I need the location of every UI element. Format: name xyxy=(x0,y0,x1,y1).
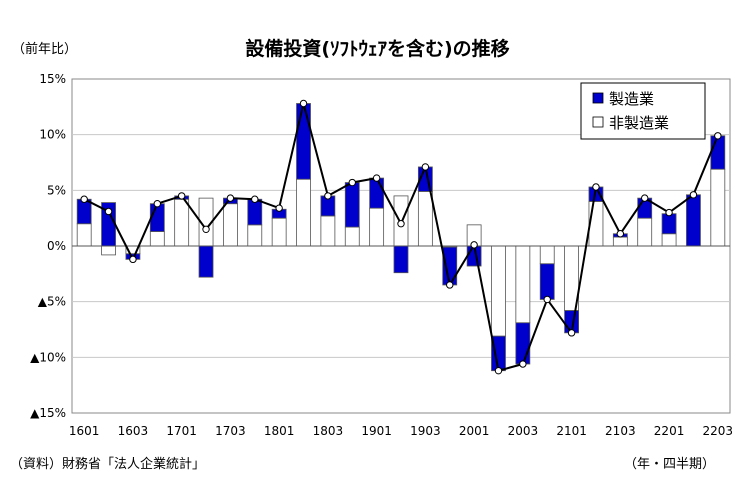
bar-nonmanufacturing xyxy=(101,245,116,256)
x-tick-label: 1901 xyxy=(361,424,392,438)
bar-nonmanufacturing xyxy=(149,231,165,247)
bar-nonmanufacturing xyxy=(271,217,287,247)
y-tick-label: ▲5% xyxy=(38,295,66,309)
total-marker xyxy=(177,192,186,200)
total-marker xyxy=(665,208,673,217)
bar-nonmanufacturing xyxy=(296,178,311,247)
x-tick-label: 2003 xyxy=(508,424,539,438)
bar-nonmanufacturing xyxy=(661,233,677,247)
total-marker xyxy=(616,230,625,238)
x-tick-label: 1701 xyxy=(166,424,197,438)
total-marker xyxy=(153,199,161,208)
bar-nonmanufacturing xyxy=(710,168,726,247)
x-axis-note: （年・四半期） xyxy=(623,457,715,472)
bar-nonmanufacturing xyxy=(223,203,238,247)
bar-manufacturing xyxy=(344,182,360,228)
legend-label-nonmanufacturing: 非製造業 xyxy=(609,114,669,132)
total-marker xyxy=(543,295,551,304)
x-tick-label: 1703 xyxy=(215,424,246,438)
bar-nonmanufacturing xyxy=(320,215,336,247)
bar-nonmanufacturing xyxy=(539,245,555,265)
bar-manufacturing xyxy=(710,135,726,170)
y-unit-label: （前年比） xyxy=(12,42,78,57)
legend-swatch-nonmanufacturing xyxy=(592,116,604,128)
total-marker xyxy=(689,191,698,199)
bar-nonmanufacturing xyxy=(637,217,653,247)
total-marker xyxy=(372,174,381,182)
total-marker xyxy=(494,366,503,375)
bar-manufacturing xyxy=(149,203,165,232)
bar-nonmanufacturing xyxy=(491,245,506,337)
total-marker xyxy=(129,255,137,264)
x-tick-label: 2103 xyxy=(605,424,636,438)
y-tick-label: 0% xyxy=(47,239,66,253)
bar-nonmanufacturing xyxy=(174,198,190,247)
x-tick-label: 1803 xyxy=(313,424,344,438)
bar-manufacturing xyxy=(661,213,677,235)
y-tick-label: ▲15% xyxy=(30,406,66,420)
bar-manufacturing xyxy=(393,245,409,274)
bar-manufacturing xyxy=(686,194,701,247)
legend-label-manufacturing: 製造業 xyxy=(609,90,654,108)
chart-title: 設備投資(ｿﾌﾄｳｪｱを含む)の推移 xyxy=(245,38,510,60)
legend-box xyxy=(580,82,706,140)
total-marker xyxy=(567,329,576,337)
source-note: （資料）財務省「法人企業統計」 xyxy=(10,457,206,472)
y-tick-label: 15% xyxy=(39,72,66,86)
total-marker xyxy=(641,194,649,202)
bar-manufacturing xyxy=(198,245,214,278)
y-tick-label: ▲10% xyxy=(30,350,66,364)
total-marker xyxy=(275,204,283,212)
total-marker xyxy=(202,225,210,234)
legend-swatch-manufacturing xyxy=(592,92,604,104)
x-tick-label: 1601 xyxy=(69,424,100,438)
bar-nonmanufacturing xyxy=(76,223,92,247)
x-tick-label: 1603 xyxy=(118,424,149,438)
total-marker xyxy=(421,163,430,171)
x-tick-label: 2001 xyxy=(459,424,490,438)
total-marker xyxy=(714,132,722,140)
bar-nonmanufacturing xyxy=(588,201,604,247)
total-marker xyxy=(470,241,478,249)
total-marker xyxy=(104,207,113,216)
bar-nonmanufacturing xyxy=(515,245,531,324)
x-tick-label: 1903 xyxy=(410,424,441,438)
y-tick-label: 10% xyxy=(39,128,66,142)
total-marker xyxy=(348,178,356,187)
bar-nonmanufacturing xyxy=(369,207,385,247)
bar-manufacturing xyxy=(369,177,385,209)
bar-nonmanufacturing xyxy=(417,191,433,247)
total-marker xyxy=(397,220,405,228)
bar-manufacturing xyxy=(247,198,263,226)
x-tick-label: 1801 xyxy=(264,424,295,438)
total-marker xyxy=(299,99,308,108)
total-marker xyxy=(446,281,454,289)
bar-nonmanufacturing xyxy=(612,236,628,247)
bar-manufacturing xyxy=(296,103,311,180)
x-tick-label: 2201 xyxy=(654,424,685,438)
total-marker xyxy=(519,360,527,368)
total-marker xyxy=(226,194,235,202)
bar-nonmanufacturing xyxy=(247,224,263,247)
y-tick-label: 5% xyxy=(47,183,66,197)
x-tick-label: 2101 xyxy=(556,424,587,438)
total-marker xyxy=(251,195,259,203)
total-marker xyxy=(80,195,88,203)
bar-manufacturing xyxy=(539,263,555,300)
total-marker xyxy=(592,183,600,191)
bar-manufacturing xyxy=(515,322,531,365)
total-marker xyxy=(324,192,332,200)
x-tick-label: 2203 xyxy=(703,424,734,438)
bar-nonmanufacturing xyxy=(344,226,360,247)
